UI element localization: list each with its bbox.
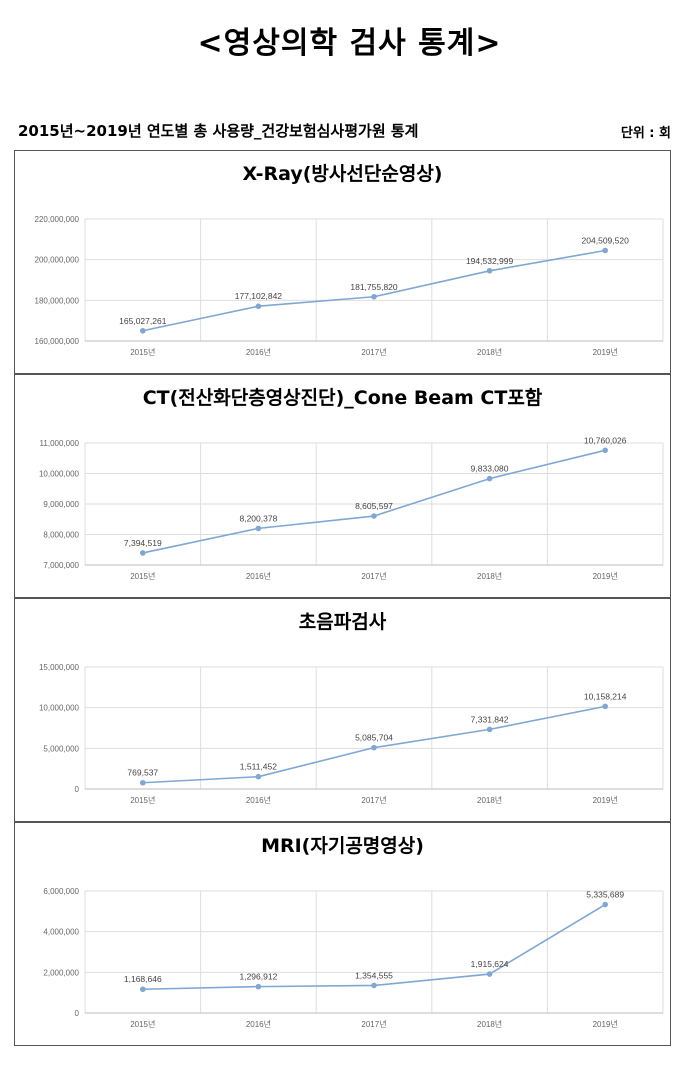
data-point xyxy=(140,550,146,556)
data-label: 177,102,842 xyxy=(235,291,283,301)
data-label: 7,331,842 xyxy=(471,714,509,724)
data-label: 194,532,999 xyxy=(466,256,514,266)
data-point xyxy=(140,779,146,786)
y-tick-label: 0 xyxy=(75,1009,80,1018)
x-tick-label: 2019년 xyxy=(593,795,618,805)
data-point xyxy=(140,986,146,993)
data-point xyxy=(371,744,377,751)
chart-svg: 7,000,000 8,000,000 9,000,000 10,000,000 11,… xyxy=(39,435,664,581)
y-tick-label: 4,000,000 xyxy=(43,928,79,937)
data-label: 8,200,378 xyxy=(239,513,277,523)
series-line xyxy=(142,705,606,784)
x-tick-label: 2016년 xyxy=(246,347,271,357)
y-tick-label: 10,000,000 xyxy=(39,704,80,713)
data-point xyxy=(486,267,493,274)
data-point xyxy=(486,475,493,482)
y-tick-label: 15,000,000 xyxy=(39,663,80,672)
y-tick-label: 220,000,000 xyxy=(35,215,80,224)
chart-svg: 0 2,000,000 4,000,000 6,000,000 2015년 2016년 20… xyxy=(43,887,664,1029)
data-point xyxy=(371,982,377,989)
chart-title: X-Ray(방사선단순영상) xyxy=(242,163,443,185)
unit-label: 단위 : 회 xyxy=(620,126,671,141)
y-tick-label: 2,000,000 xyxy=(43,968,79,977)
data-label: 8,605,597 xyxy=(355,501,393,511)
y-tick-label: 10,000,000 xyxy=(39,470,80,479)
x-tick-label: 2016년 xyxy=(246,571,271,581)
y-tick-label: 8,000,000 xyxy=(43,531,79,540)
x-tick-label: 2018년 xyxy=(477,347,502,357)
data-point xyxy=(602,703,608,710)
data-label: 769,537 xyxy=(127,768,158,778)
data-label: 1,168,646 xyxy=(124,974,162,984)
data-label: 204,509,520 xyxy=(582,235,630,245)
grid: 7,000,000 8,000,000 9,000,000 10,000,000 11,… xyxy=(39,439,664,570)
data-label: 7,394,519 xyxy=(124,538,162,548)
y-tick-label: 0 xyxy=(75,785,80,794)
data-label: 1,354,555 xyxy=(355,970,393,980)
chart-title: 초음파검사 xyxy=(298,611,387,633)
chart-svg: 0 5,000,000 10,000,000 15,000,000 2015년 2016년… xyxy=(39,663,664,805)
chart-title: MRI(자기공명영상) xyxy=(261,835,424,857)
data-label: 1,511,452 xyxy=(240,762,277,772)
grid: 0 2,000,000 4,000,000 6,000,000 xyxy=(43,887,664,1018)
y-tick-label: 5,000,000 xyxy=(43,744,79,753)
data-point xyxy=(255,303,262,310)
x-tick-label: 2015년 xyxy=(130,795,155,805)
data-label: 9,833,080 xyxy=(471,464,509,474)
x-tick-label: 2015년 xyxy=(130,347,155,357)
data-point xyxy=(486,726,493,733)
grid: 0 5,000,000 10,000,000 15,000,000 xyxy=(39,663,664,794)
data-point xyxy=(371,513,377,519)
chart-panel-ultrasound: 초음파검사 0 5,000,000 10,000,000 15,000,000 2015… xyxy=(14,598,671,822)
x-tick-label: 2016년 xyxy=(246,795,271,805)
data-label: 10,760,026 xyxy=(584,435,627,445)
x-tick-label: 2019년 xyxy=(593,1019,618,1029)
data-point xyxy=(140,327,146,334)
chart-panel-ct: CT(전산화단층영상진단)_Cone Beam CT포함 7,000,000 8,… xyxy=(14,374,671,598)
data-point xyxy=(371,293,377,300)
chart-title: CT(전산화단층영상진단)_Cone Beam CT포함 xyxy=(142,387,543,409)
chart-panel-xray: X-Ray(방사선단순영상) 160,000,000 180,000,000 200… xyxy=(14,150,671,374)
x-tick-label: 2019년 xyxy=(593,347,618,357)
y-tick-label: 160,000,000 xyxy=(35,337,80,346)
x-tick-label: 2017년 xyxy=(361,1019,386,1029)
page-title: <영상의학 검사 통계> xyxy=(197,26,502,61)
x-tick-label: 2015년 xyxy=(130,571,155,581)
data-label: 10,158,214 xyxy=(584,691,627,701)
x-tick-label: 2018년 xyxy=(477,795,502,805)
y-tick-label: 11,000,000 xyxy=(40,439,80,448)
y-tick-label: 9,000,000 xyxy=(43,500,79,509)
x-tick-label: 2017년 xyxy=(361,795,386,805)
y-tick-label: 180,000,000 xyxy=(35,296,80,305)
data-label: 1,915,624 xyxy=(471,959,509,969)
data-point xyxy=(255,983,262,990)
data-point xyxy=(602,447,608,454)
y-tick-label: 200,000,000 xyxy=(35,256,80,265)
data-point xyxy=(255,773,262,780)
data-label: 181,755,820 xyxy=(350,282,398,292)
chart-svg: 160,000,000 180,000,000 200,000,000 220,000… xyxy=(35,215,664,357)
y-tick-label: 6,000,000 xyxy=(43,887,79,896)
data-label: 5,085,704 xyxy=(355,733,393,743)
data-label: 1,296,912 xyxy=(239,972,277,982)
x-tick-label: 2018년 xyxy=(477,1019,502,1029)
data-point xyxy=(602,901,608,908)
data-label: 5,335,689 xyxy=(586,890,624,900)
data-point xyxy=(602,247,608,254)
page-subtitle: 2015년~2019년 연도별 총 사용량_건강보험심사평가원 통계 xyxy=(18,122,419,140)
x-tick-label: 2017년 xyxy=(361,347,386,357)
x-tick-label: 2018년 xyxy=(477,571,502,581)
x-tick-label: 2017년 xyxy=(361,571,386,581)
y-tick-label: 7,000,000 xyxy=(43,561,79,570)
data-point xyxy=(255,525,262,532)
data-point xyxy=(486,971,493,977)
data-label: 165,027,261 xyxy=(119,316,167,326)
chart-panel-mri: MRI(자기공명영상) 0 2,000,000 4,000,000 6,000,000… xyxy=(14,822,671,1046)
grid: 160,000,000 180,000,000 200,000,000 220,000… xyxy=(35,215,664,346)
x-tick-label: 2015년 xyxy=(130,1019,155,1029)
x-tick-label: 2016년 xyxy=(246,1019,271,1029)
x-tick-label: 2019년 xyxy=(593,571,618,581)
